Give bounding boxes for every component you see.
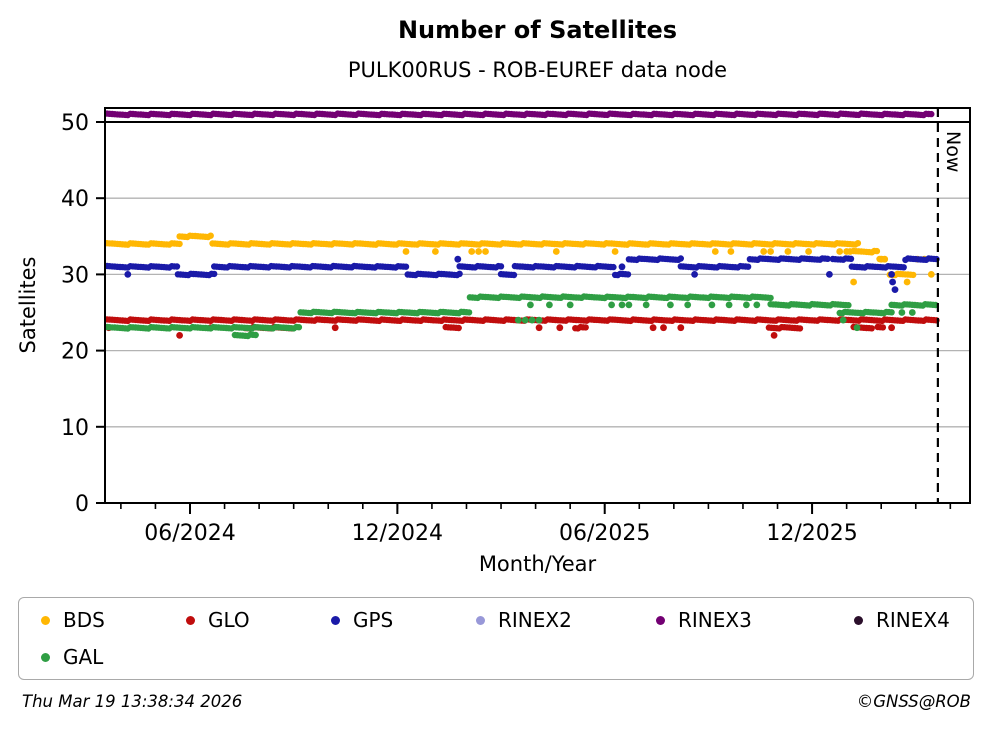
y-ticks: 0 10 20 30 40 50 xyxy=(61,111,105,517)
series-gal xyxy=(106,293,939,340)
footer-credit: ©GNSS@ROB xyxy=(856,692,971,711)
y-tick-label: 10 xyxy=(61,416,89,441)
series-bds xyxy=(106,232,935,286)
glo-marker-icon xyxy=(186,615,195,625)
legend-item-rinex3: RINEX3 xyxy=(656,607,752,633)
gal-marker-icon xyxy=(41,652,50,662)
chart-title: Number of Satellites xyxy=(397,16,678,44)
rinex3-marker-icon xyxy=(656,615,665,625)
x-tick-label: 12/2025 xyxy=(766,521,857,546)
legend-label: RINEX2 xyxy=(498,608,572,632)
gridlines xyxy=(105,197,970,428)
legend-item-rinex4: RINEX4 xyxy=(854,607,950,633)
bds-marker-icon xyxy=(41,615,50,625)
y-tick-label: 30 xyxy=(61,263,89,288)
gps-marker-icon xyxy=(331,615,340,625)
legend-label: RINEX4 xyxy=(876,608,950,632)
series-gps xyxy=(106,255,940,293)
legend-label: GLO xyxy=(208,608,250,632)
rinex4-marker-icon xyxy=(854,615,863,625)
legend: BDS GLO GPS RINEX2 RINEX3 RINEX4 GAL xyxy=(18,597,974,680)
legend-label: GPS xyxy=(353,608,394,632)
y-tick-label: 0 xyxy=(75,492,89,517)
legend-label: RINEX3 xyxy=(678,608,752,632)
axes-box xyxy=(104,107,971,504)
rinex2-marker-icon xyxy=(476,615,485,625)
x-tick-label: 06/2025 xyxy=(559,521,650,546)
data-series xyxy=(106,110,940,340)
now-marker-label: Now xyxy=(942,131,964,173)
x-axis-label: Month/Year xyxy=(478,552,597,576)
legend-label: BDS xyxy=(63,608,105,632)
y-axis-label: Satellites xyxy=(16,256,40,354)
footer-timestamp: Thu Mar 19 13:38:34 2026 xyxy=(22,692,243,711)
chart-subtitle: PULK00RUS - ROB-EUREF data node xyxy=(347,58,728,82)
y-tick-label: 20 xyxy=(61,340,89,365)
legend-item-gal: GAL xyxy=(41,644,103,670)
legend-item-glo: GLO xyxy=(186,607,250,633)
y-tick-label: 40 xyxy=(61,187,89,212)
y-tick-label: 50 xyxy=(61,111,89,136)
legend-item-gps: GPS xyxy=(331,607,393,633)
x-ticks: 06/2024 12/2024 06/2025 12/2025 xyxy=(120,503,952,546)
series-rinex3 xyxy=(106,110,935,119)
legend-item-rinex2: RINEX2 xyxy=(476,607,572,633)
legend-label: GAL xyxy=(63,645,104,669)
x-tick-label: 12/2024 xyxy=(352,521,443,546)
x-tick-label: 06/2024 xyxy=(144,521,235,546)
legend-item-bds: BDS xyxy=(41,607,105,633)
